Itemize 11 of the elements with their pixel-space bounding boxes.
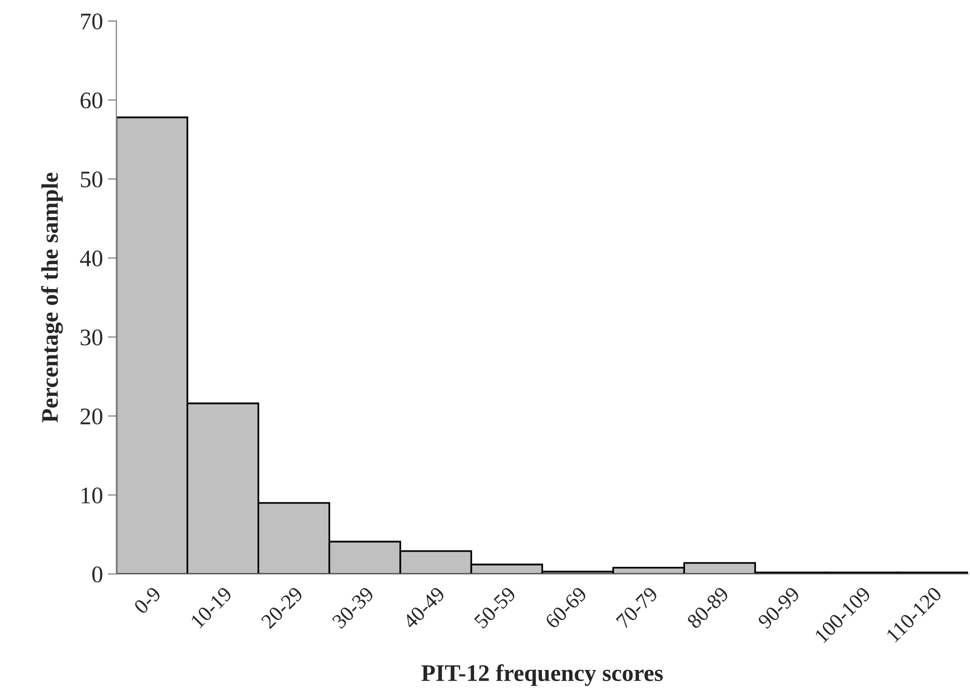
y-tick-label: 10 [82,487,102,504]
y-tick-label: 30 [80,329,102,346]
y-tick-label: 70 [81,13,102,30]
x-axis-title: PIT-12 frequency scores [422,664,663,686]
y-tick-label: 0 [92,566,102,582]
y-axis-title: Percentage of the sample [41,172,63,422]
y-tick-label: 20 [80,408,102,424]
x-tick-label: 0-9 [133,586,162,615]
y-tick-label: 40 [80,250,102,266]
y-tick-label: 60 [80,92,102,108]
y-tick-label: 50 [80,171,102,188]
